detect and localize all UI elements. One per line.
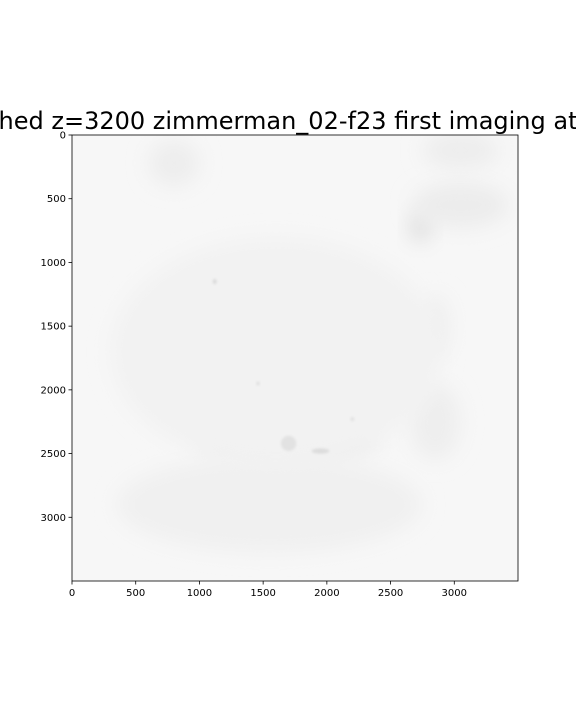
- chart-title: hed z=3200 zimmerman_02-f23 first imagin…: [0, 107, 576, 135]
- y-tick-label: 500: [47, 194, 66, 205]
- y-tick-label: 2000: [41, 385, 66, 396]
- image-speck-13: [280, 435, 297, 452]
- y-tick-label: 1500: [41, 322, 66, 333]
- y-tick-label: 1000: [41, 258, 66, 269]
- image-blob-8: [110, 236, 442, 467]
- x-tick-label: 1500: [250, 588, 275, 599]
- x-tick-label: 500: [126, 588, 145, 599]
- image-feature-layer: [110, 135, 510, 553]
- plot-frame: [71, 134, 519, 582]
- image-blob-7: [116, 456, 423, 553]
- image-blob-2: [422, 135, 499, 170]
- image-speck-11: [311, 448, 330, 454]
- image-blob-3: [148, 140, 200, 186]
- y-tick-label: 0: [60, 131, 66, 142]
- x-tick-label: 1000: [187, 588, 212, 599]
- image-speck-12: [350, 417, 355, 422]
- x-tick-label: 0: [69, 588, 75, 599]
- x-tick-label: 2000: [314, 588, 339, 599]
- image-speck-10: [256, 381, 260, 386]
- image-plot-area: [72, 135, 518, 581]
- x-tick-label: 2500: [378, 588, 403, 599]
- image-blob-1: [412, 182, 510, 229]
- y-axis: 0 500 1000 1500 2000 2500 3000: [41, 131, 72, 524]
- image-speck-9: [212, 278, 217, 285]
- x-axis: 0 500 1000 1500 2000 2500 3000: [69, 581, 467, 599]
- y-tick-label: 2500: [41, 449, 66, 460]
- x-tick-label: 3000: [442, 588, 467, 599]
- y-tick-label: 3000: [41, 513, 66, 524]
